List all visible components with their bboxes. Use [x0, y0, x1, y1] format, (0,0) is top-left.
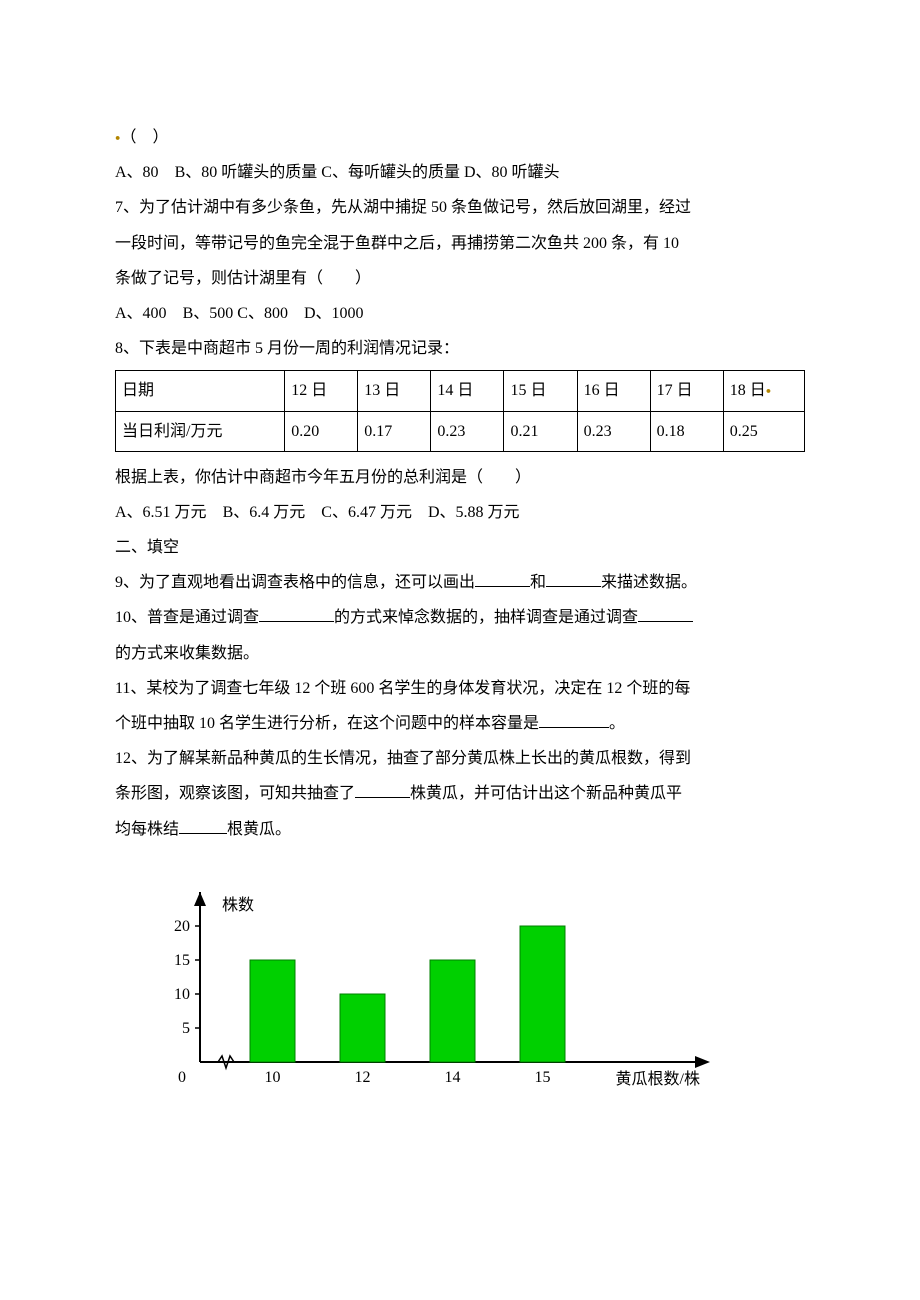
- th-18-text: 18 日: [730, 382, 766, 399]
- q8-intro: 8、下表是中商超市 5 月份一周的利润情况记录：: [115, 331, 805, 366]
- cell: 0.23: [431, 411, 504, 451]
- q12-line2: 条形图，观察该图，可知共抽查了 株黄瓜，并可估计出这个新品种黄瓜平: [115, 776, 805, 811]
- q6-opt-b: B、80 听罐头的质量: [175, 164, 318, 181]
- q7-line1: 7、为了估计湖中有多少条鱼，先从湖中捕捉 50 条鱼做记号，然后放回湖里，经过: [115, 190, 805, 225]
- blank: [539, 711, 609, 728]
- th-15: 15 日: [504, 371, 577, 411]
- th-14: 14 日: [431, 371, 504, 411]
- blank: [179, 817, 227, 834]
- q12-line3a: 均每株结: [115, 821, 179, 838]
- q8-opt-c: C、6.47 万元: [321, 504, 412, 521]
- svg-text:20: 20: [174, 918, 190, 935]
- th-12: 12 日: [285, 371, 358, 411]
- q12-line3: 均每株结 根黄瓜。: [115, 812, 805, 847]
- page: ●（ ） A、80 B、80 听罐头的质量 C、每听罐头的质量 D、80 听罐头…: [0, 0, 920, 1300]
- q8-opt-d: D、5.88 万元: [428, 504, 520, 521]
- blank: [355, 781, 410, 798]
- q7-opt-d: D、1000: [304, 305, 364, 322]
- q7-line2: 一段时间，等带记号的鱼完全混于鱼群中之后，再捕捞第二次鱼共 200 条，有 10: [115, 226, 805, 261]
- svg-text:10: 10: [174, 986, 190, 1003]
- q8-options: A、6.51 万元 B、6.4 万元 C、6.47 万元 D、5.88 万元: [115, 495, 805, 530]
- q11-line2a: 个班中抽取 10 名学生进行分析，在这个问题中的样本容量是: [115, 715, 539, 732]
- q6-opt-d: D、80 听罐头: [464, 164, 560, 181]
- th-13: 13 日: [358, 371, 431, 411]
- section-2-heading: 二、填空: [115, 530, 805, 565]
- q10-b: 的方式来悼念数据的，抽样调查是通过调查: [334, 609, 638, 626]
- q7-opt-c: C、800: [237, 305, 288, 322]
- q6-opt-a: A、80: [115, 164, 159, 181]
- cell: 0.20: [285, 411, 358, 451]
- table-row: 日期 12 日 13 日 14 日 15 日 16 日 17 日 18 日●: [116, 371, 805, 411]
- q6-options: A、80 B、80 听罐头的质量 C、每听罐头的质量 D、80 听罐头: [115, 155, 805, 190]
- svg-text:15: 15: [174, 952, 190, 969]
- cell: 0.25: [723, 411, 804, 451]
- bar-chart-svg: 株数黄瓜根数/株 0 5 10 15 20 10 12 14 15: [115, 867, 725, 1102]
- paren-blank: （ ）: [120, 129, 168, 146]
- th-date: 日期: [116, 371, 285, 411]
- cell: 0.17: [358, 411, 431, 451]
- q8-table: 日期 12 日 13 日 14 日 15 日 16 日 17 日 18 日● 当…: [115, 370, 805, 451]
- svg-text:0: 0: [178, 1069, 186, 1086]
- svg-text:株数: 株数: [222, 896, 254, 914]
- cell: 0.18: [650, 411, 723, 451]
- q8-follow: 根据上表，你估计中商超市今年五月份的总利润是（ ）: [115, 460, 805, 495]
- blank: [546, 570, 601, 587]
- q12-line2a: 条形图，观察该图，可知共抽查了: [115, 785, 355, 802]
- q7-options: A、400 B、500 C、800 D、1000: [115, 296, 805, 331]
- q12-line1: 12、为了解某新品种黄瓜的生长情况，抽查了部分黄瓜株上长出的黄瓜根数，得到: [115, 741, 805, 776]
- blank: [638, 605, 693, 622]
- q12-line2b: 株黄瓜，并可估计出这个新品种黄瓜平: [410, 785, 682, 802]
- th-16: 16 日: [577, 371, 650, 411]
- cell: 0.23: [577, 411, 650, 451]
- q8-opt-b: B、6.4 万元: [223, 504, 306, 521]
- svg-text:15: 15: [535, 1069, 551, 1086]
- q9-a: 9、为了直观地看出调查表格中的信息，还可以画出: [115, 574, 475, 591]
- blank: [475, 570, 530, 587]
- q9: 9、为了直观地看出调查表格中的信息，还可以画出 和 来描述数据。: [115, 565, 805, 600]
- q8-opt-a: A、6.51 万元: [115, 504, 207, 521]
- svg-text:黄瓜根数/株: 黄瓜根数/株: [616, 1070, 700, 1088]
- q11-line2: 个班中抽取 10 名学生进行分析，在这个问题中的样本容量是 。: [115, 706, 805, 741]
- q6-opt-c: C、每听罐头的质量: [321, 164, 460, 181]
- q12-line3b: 根黄瓜。: [227, 821, 291, 838]
- q11-line1: 11、某校为了调查七年级 12 个班 600 名学生的身体发育状况，决定在 12…: [115, 671, 805, 706]
- cell: 0.21: [504, 411, 577, 451]
- q7-opt-b: B、500: [183, 305, 234, 322]
- svg-text:10: 10: [265, 1069, 281, 1086]
- q7-opt-a: A、400: [115, 305, 167, 322]
- q7-line3: 条做了记号，则估计湖里有（ ）: [115, 261, 805, 296]
- svg-text:14: 14: [445, 1069, 461, 1086]
- q10-c: 的方式来收集数据。: [115, 645, 259, 662]
- th-17: 17 日: [650, 371, 723, 411]
- q11-line2b: 。: [609, 715, 625, 732]
- q9-b: 和: [530, 574, 546, 591]
- th-18: 18 日●: [723, 371, 804, 411]
- svg-text:5: 5: [182, 1020, 190, 1037]
- bar-chart: 株数黄瓜根数/株 0 5 10 15 20 10 12 14 15: [115, 867, 805, 1115]
- row-label: 当日利润/万元: [116, 411, 285, 451]
- q10-a: 10、普查是通过调查: [115, 609, 259, 626]
- dot-icon: ●: [766, 386, 771, 396]
- q9-c: 来描述数据。: [601, 574, 697, 591]
- blank: [259, 605, 334, 622]
- table-row: 当日利润/万元 0.20 0.17 0.23 0.21 0.23 0.18 0.…: [116, 411, 805, 451]
- q10: 10、普查是通过调查 的方式来悼念数据的，抽样调查是通过调查 的方式来收集数据。: [115, 600, 805, 670]
- q6-stem: ●（ ）: [115, 120, 805, 155]
- svg-text:12: 12: [355, 1069, 371, 1086]
